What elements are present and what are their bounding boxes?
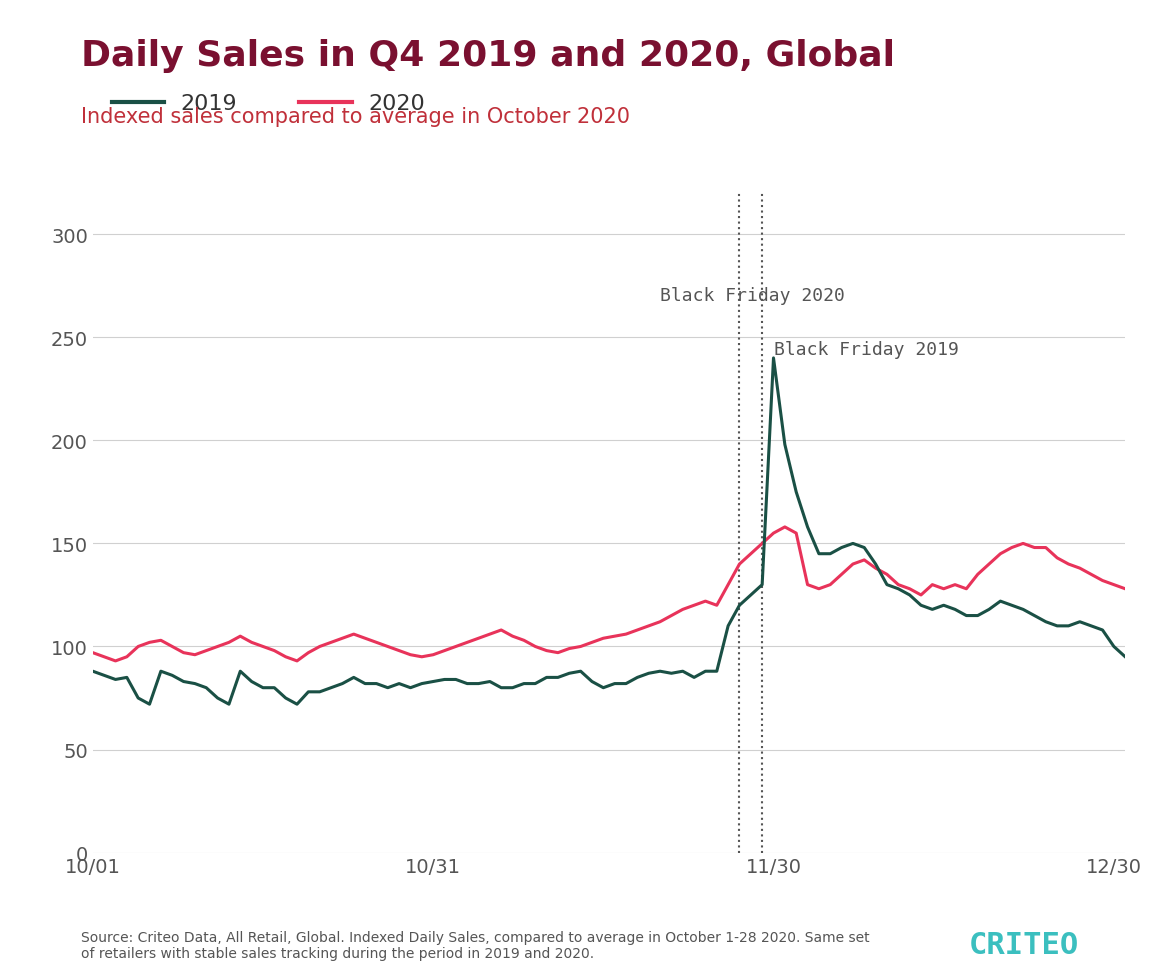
Text: Daily Sales in Q4 2019 and 2020, Global: Daily Sales in Q4 2019 and 2020, Global	[81, 39, 896, 73]
Text: Black Friday 2020: Black Friday 2020	[660, 287, 844, 305]
Text: CRITEO: CRITEO	[969, 930, 1079, 959]
Text: Indexed sales compared to average in October 2020: Indexed sales compared to average in Oct…	[81, 107, 630, 127]
Text: Source: Criteo Data, All Retail, Global. Indexed Daily Sales, compared to averag: Source: Criteo Data, All Retail, Global.…	[81, 930, 870, 960]
Text: Black Friday 2019: Black Friday 2019	[774, 340, 958, 359]
Legend: 2019, 2020: 2019, 2020	[103, 85, 433, 122]
